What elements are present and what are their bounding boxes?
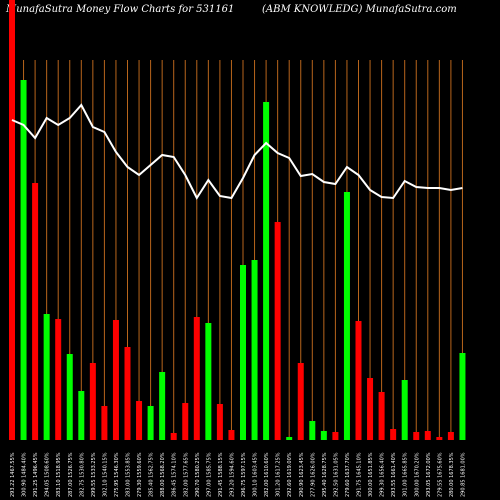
x-tick-label: 290.90 1623.45% (299, 452, 305, 497)
bar (101, 406, 108, 440)
bar (228, 430, 235, 440)
x-tick-label: 283.00 1553.85% (126, 452, 132, 497)
x-tick-label: 301.20 1617.25% (276, 452, 282, 497)
bar (124, 347, 131, 440)
bar (378, 392, 385, 440)
bar (343, 192, 350, 440)
bar (78, 391, 85, 440)
x-tick-label: 283.10 1518.95% (56, 452, 62, 497)
x-tick-label: 277.90 1626.00% (310, 452, 316, 497)
x-tick-label: 285.40 1562.75% (149, 452, 155, 497)
x-tick-label: 290.85 1681.00% (460, 452, 466, 497)
bar (32, 183, 39, 440)
chart-subtitle: (ABM KNOWLEDG) MunafaSutra.com (262, 4, 457, 15)
x-tick-label: 299.55 1533.25% (91, 452, 97, 497)
x-tick-label: 282.75 1530.80% (79, 452, 85, 497)
x-tick-label: 293.05 1672.00% (426, 452, 432, 497)
bar (20, 80, 27, 440)
bar (263, 102, 270, 440)
chart-title: MunafaSutra Money Flow Charts for 531161 (5, 4, 234, 15)
x-tick-label: 279.30 1559.60% (137, 452, 143, 497)
x-tick-label: 295.40 1628.75% (322, 452, 328, 497)
bar (43, 314, 50, 440)
bar (274, 222, 281, 440)
x-tick-label: 291.45 1588.15% (218, 452, 224, 497)
bar (297, 363, 304, 440)
bar (55, 319, 62, 440)
x-tick-label: 302.10 1540.15% (102, 452, 108, 497)
bar (286, 437, 293, 440)
bar (447, 432, 454, 440)
x-tick-label: 292.50 1631.05% (333, 452, 339, 497)
bar (66, 354, 73, 440)
x-tick-label: 293.22 1467.55% (10, 452, 16, 497)
bar (367, 378, 374, 440)
x-tick-label: 292.60 1619.00% (287, 452, 293, 497)
bar (205, 323, 212, 440)
x-tick-label: 300.90 1484.40% (22, 452, 28, 497)
x-tick-label: 300.10 1603.45% (253, 452, 259, 497)
bar (136, 401, 143, 440)
bar (89, 363, 96, 440)
x-tick-label: 299.30 1656.40% (380, 452, 386, 497)
bar (332, 432, 339, 440)
x-tick-label: 279.55 1675.60% (437, 452, 443, 497)
bar (309, 421, 316, 440)
x-tick-label: 293.20 1594.60% (229, 452, 235, 497)
x-tick-label: 293.55 1661.40% (391, 452, 397, 497)
bar (216, 404, 223, 440)
bar (147, 406, 154, 440)
bar (159, 372, 166, 440)
x-tick-label: 297.00 1585.75% (206, 452, 212, 497)
bar (320, 431, 327, 440)
x-tick-label: 282.00 1610.60% (264, 452, 270, 497)
bar (193, 317, 200, 440)
bar (251, 260, 258, 440)
x-tick-label: 287.00 1526.75% (68, 452, 74, 497)
bar (170, 433, 177, 440)
x-tick-label: 275.95 1546.30% (114, 452, 120, 497)
bar (390, 429, 397, 440)
bar (240, 265, 246, 440)
x-tick-label: 279.60 1637.70% (345, 452, 351, 497)
bar (182, 403, 189, 440)
bar (9, 0, 15, 440)
bar (401, 380, 408, 440)
money-flow-line (11, 103, 463, 201)
x-tick-label: 300.00 1651.85% (368, 452, 374, 497)
bar (112, 320, 119, 440)
bar (413, 432, 420, 440)
bar (459, 353, 466, 440)
x-tick-label: 286.45 1574.10% (172, 452, 178, 497)
bar (355, 321, 362, 440)
bar (424, 431, 431, 440)
x-tick-label: 294.05 1508.60% (45, 452, 51, 497)
x-tick-label: 290.70 1580.25% (195, 452, 201, 497)
x-tick-label: 291.25 1496.45% (33, 452, 39, 497)
x-tick-label: 301.00 1665.85% (403, 452, 409, 497)
x-tick-label: 288.00 1568.20% (160, 452, 166, 497)
x-tick-label: 280.00 1678.35% (449, 452, 455, 497)
x-tick-label: 296.75 1597.15% (241, 452, 247, 497)
x-tick-label: 291.75 1645.10% (357, 452, 363, 497)
x-tick-label: 300.00 1670.20% (414, 452, 420, 497)
bar (436, 437, 443, 440)
x-tick-label: 282.00 1577.65% (183, 452, 189, 497)
